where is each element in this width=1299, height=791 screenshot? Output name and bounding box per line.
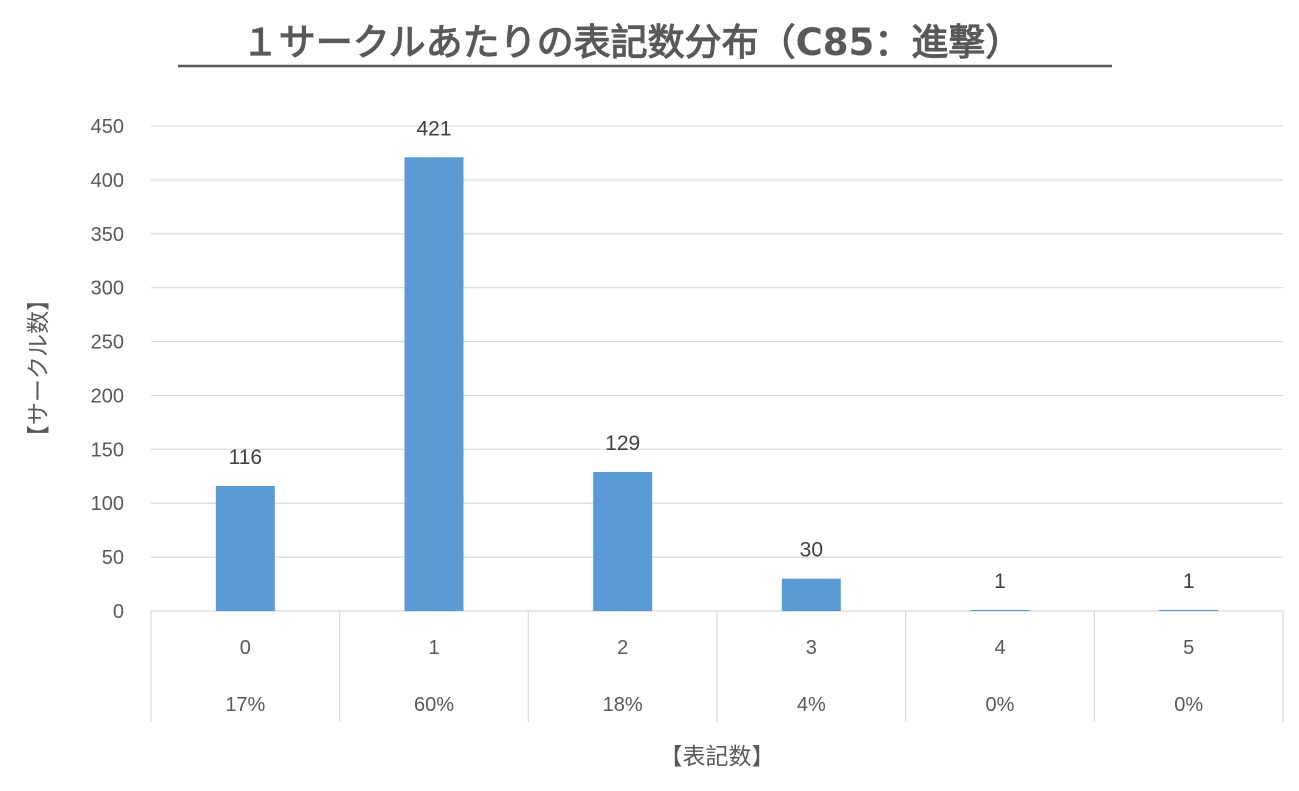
- x-category-label: 0: [240, 637, 251, 659]
- data-label: 1: [1183, 570, 1195, 593]
- x-percentage-label: 0%: [1174, 694, 1203, 716]
- y-tick-label: 0: [113, 601, 124, 623]
- bar-0: [215, 485, 275, 611]
- category-table: 0 17% 1 60% 2 18% 3 4% 4 0% 5 0%: [150, 611, 1284, 722]
- y-tick-label: 300: [91, 278, 124, 300]
- x-percentage-label: 60%: [414, 694, 454, 716]
- data-label: 30: [800, 539, 823, 562]
- y-axis-ticks: 0 50 100 150 200 250 300 350 400 450: [91, 116, 124, 623]
- chart-title: １サークルあたりの表記数分布（C85：進撃）: [242, 21, 1023, 64]
- y-tick-label: 450: [91, 116, 124, 138]
- y-tick-label: 200: [91, 385, 124, 407]
- x-percentage-label: 17%: [225, 694, 265, 716]
- bar-1: [404, 157, 464, 611]
- bar-5: [1159, 609, 1219, 611]
- x-category-label: 4: [994, 637, 1005, 659]
- y-tick-label: 50: [102, 547, 124, 569]
- y-tick-label: 400: [91, 170, 124, 192]
- data-label: 129: [605, 432, 640, 455]
- y-tick-label: 100: [91, 493, 124, 515]
- data-label: 1: [994, 570, 1006, 593]
- bar-3: [781, 578, 841, 611]
- x-percentage-label: 4%: [797, 694, 826, 716]
- bar-2: [593, 471, 653, 611]
- x-category-label: 5: [1183, 637, 1194, 659]
- x-category-label: 2: [617, 637, 628, 659]
- y-tick-label: 250: [91, 332, 124, 354]
- y-tick-label: 150: [91, 439, 124, 461]
- x-percentage-label: 18%: [603, 694, 643, 716]
- bar-4: [970, 609, 1030, 611]
- x-category-label: 1: [428, 637, 439, 659]
- x-percentage-label: 0%: [986, 694, 1015, 716]
- y-axis-title: 【サークル数】: [26, 288, 52, 448]
- data-label: 116: [229, 446, 262, 469]
- data-label: 421: [416, 117, 451, 140]
- x-axis-title: 【表記数】: [660, 744, 775, 770]
- x-category-label: 3: [806, 637, 817, 659]
- y-tick-label: 350: [91, 224, 124, 246]
- data-labels: 116 421 129 30 1 1: [229, 117, 1195, 593]
- gridlines: [151, 125, 1283, 612]
- bars: [215, 157, 1219, 611]
